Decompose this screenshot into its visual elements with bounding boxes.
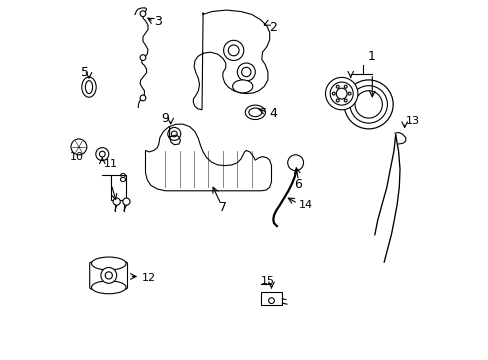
Text: 14: 14 [298,200,312,210]
Circle shape [344,99,346,102]
Circle shape [74,142,84,152]
Circle shape [171,131,177,137]
Circle shape [349,86,386,123]
Circle shape [105,272,112,279]
Circle shape [325,77,357,110]
Circle shape [228,45,239,56]
Text: 7: 7 [219,201,227,213]
Ellipse shape [248,108,261,117]
Ellipse shape [99,151,105,157]
Circle shape [237,63,255,81]
Circle shape [167,127,181,140]
Circle shape [336,88,346,99]
Circle shape [71,139,87,155]
Text: 8: 8 [118,172,125,185]
Circle shape [140,95,145,101]
Circle shape [329,82,352,105]
Circle shape [223,40,244,60]
Ellipse shape [81,77,96,97]
Ellipse shape [91,281,126,294]
Circle shape [336,85,339,88]
Circle shape [268,298,274,303]
Bar [111,175,125,200]
Circle shape [287,155,303,171]
Circle shape [101,267,117,283]
Ellipse shape [85,81,92,94]
Circle shape [113,198,120,205]
Circle shape [122,198,130,205]
Circle shape [332,92,335,95]
Polygon shape [193,10,269,110]
Text: 1: 1 [367,50,375,63]
Text: 12: 12 [142,273,156,283]
FancyBboxPatch shape [89,262,127,289]
Ellipse shape [232,80,252,93]
Circle shape [347,92,350,95]
Circle shape [344,80,392,129]
Text: 9: 9 [161,112,168,125]
Circle shape [140,11,145,17]
Circle shape [241,67,250,77]
Text: 4: 4 [268,107,276,120]
Text: 2: 2 [268,21,276,33]
Text: 3: 3 [154,15,162,28]
Polygon shape [145,124,271,191]
Circle shape [140,55,145,60]
Ellipse shape [96,148,108,161]
Circle shape [354,91,382,118]
Circle shape [336,99,339,102]
Bar [260,292,282,305]
Ellipse shape [91,257,126,270]
Text: 10: 10 [70,152,84,162]
Circle shape [344,85,346,88]
Text: 6: 6 [294,178,302,191]
Text: 5: 5 [81,66,88,78]
Text: 13: 13 [405,116,419,126]
Text: 11: 11 [103,159,117,169]
Ellipse shape [244,105,265,120]
Circle shape [290,158,300,168]
Text: 15: 15 [260,276,274,286]
